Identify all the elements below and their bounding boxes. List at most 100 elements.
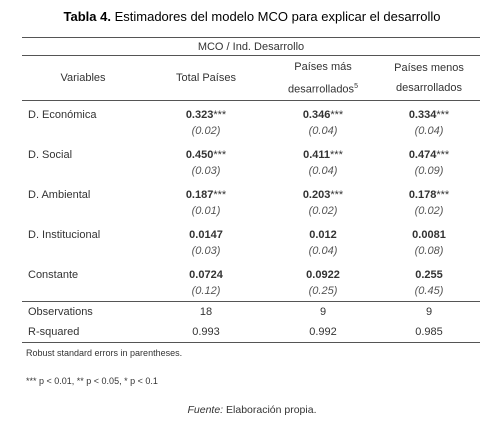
- coef: 0.0081: [412, 229, 446, 241]
- se-cell: (0.25): [308, 285, 338, 297]
- stat-label: R-squared: [28, 326, 80, 338]
- se-cell: (0.08): [414, 245, 444, 257]
- stat-row: Observations 18 9 9: [22, 301, 480, 323]
- stars: ***: [330, 149, 343, 161]
- coef-cell: 0.178***: [378, 181, 480, 201]
- stars: ***: [213, 189, 227, 201]
- column-header: Países menos desarrollados: [378, 56, 480, 101]
- coef: 0.474: [408, 149, 437, 161]
- coef-row: D. Ambiental 0.187*** 0.203*** 0.178***: [22, 181, 480, 201]
- stat-value: 0.985: [415, 326, 443, 338]
- stat-value: 0.992: [309, 326, 337, 338]
- stars: ***: [330, 189, 344, 201]
- spacer: [22, 241, 144, 261]
- footnote-marker: 5: [354, 82, 358, 90]
- note: *** p < 0.01, ** p < 0.05, * p < 0.1: [26, 376, 158, 386]
- row-label: D. Económica: [28, 109, 97, 121]
- title: Tabla 4. Estimadores del modelo MCO para…: [0, 9, 504, 24]
- coef: 0.411: [303, 149, 331, 161]
- coef-cell: 0.334***: [378, 101, 480, 121]
- coef: 0.0147: [189, 229, 223, 241]
- coef: 0.203: [302, 189, 331, 201]
- stars: ***: [436, 149, 450, 161]
- se-cell: (0.04): [308, 125, 338, 137]
- stat-value: 9: [319, 306, 327, 318]
- spacer: [22, 121, 144, 141]
- row-label: D. Ambiental: [28, 189, 91, 201]
- se-cell: (0.03): [191, 245, 221, 257]
- se-cell: (0.02): [191, 125, 221, 137]
- stat-value: 0.993: [192, 326, 220, 338]
- se-row: (0.02) (0.04) (0.04): [22, 121, 480, 141]
- row-label: D. Social: [28, 149, 73, 161]
- se-cell: (0.04): [414, 125, 444, 137]
- notes: Robust standard errors in parentheses. *…: [26, 348, 182, 404]
- coef: 0.346: [302, 109, 331, 121]
- stars: ***: [213, 109, 227, 121]
- column-header-text: Países menos desarrollados: [394, 62, 464, 94]
- coef-cell: 0.255: [378, 261, 480, 281]
- stars: ***: [213, 149, 227, 161]
- coef-cell: 0.450***: [144, 141, 268, 161]
- se-row: (0.03) (0.04) (0.08): [22, 241, 480, 261]
- coef: 0.187: [185, 189, 214, 201]
- se-cell: (0.04): [308, 245, 338, 257]
- coef-cell: 0.411***: [268, 141, 378, 161]
- coef: 0.178: [408, 189, 437, 201]
- se-row: (0.03) (0.04) (0.09): [22, 161, 480, 181]
- stars: ***: [436, 109, 450, 121]
- coef-row: D. Económica 0.323*** 0.346*** 0.334***: [22, 101, 480, 121]
- stat-label: Observations: [28, 306, 93, 318]
- coef: 0.0922: [306, 269, 340, 281]
- title-text: Estimadores del modelo MCO para explicar…: [114, 9, 441, 24]
- table: MCO / Ind. Desarrollo Variables Total Paí…: [22, 37, 480, 343]
- coef-cell: 0.012: [268, 221, 378, 241]
- row-label: D. Institucional: [28, 229, 101, 241]
- coef-row: D. Institucional 0.0147 0.012 0.0081: [22, 221, 480, 241]
- column-header: Países más desarrollados5: [268, 56, 378, 101]
- coef: 0.323: [185, 109, 214, 121]
- column-header-text: Países más desarrollados: [288, 60, 355, 96]
- coef: 0.450: [185, 149, 214, 161]
- spacer: [22, 281, 144, 302]
- stat-value: 9: [425, 306, 433, 318]
- spacer: [22, 201, 144, 221]
- se-cell: (0.02): [414, 205, 444, 217]
- coef-cell: 0.0922: [268, 261, 378, 281]
- coef: 0.012: [309, 229, 337, 241]
- se-cell: (0.04): [308, 165, 338, 177]
- se-cell: (0.02): [308, 205, 338, 217]
- column-header-text: Total Países: [176, 72, 236, 84]
- se-row: (0.12) (0.25) (0.45): [22, 281, 480, 302]
- coef-cell: 0.346***: [268, 101, 378, 121]
- coef-cell: 0.0081: [378, 221, 480, 241]
- coef: 0.255: [415, 269, 443, 281]
- se-cell: (0.45): [414, 285, 444, 297]
- source-text: Elaboración propia.: [226, 404, 317, 416]
- coef-cell: 0.187***: [144, 181, 268, 201]
- coef-cell: 0.0147: [144, 221, 268, 241]
- coef-cell: 0.203***: [268, 181, 378, 201]
- column-header: Total Países: [144, 56, 268, 101]
- coef: 0.0724: [189, 269, 223, 281]
- note: Robust standard errors in parentheses.: [26, 348, 183, 358]
- stat-value: 18: [199, 306, 213, 318]
- stars: ***: [436, 189, 450, 201]
- source: Fuente: Elaboración propia.: [0, 404, 504, 416]
- se-cell: (0.12): [191, 285, 221, 297]
- column-header: Variables: [22, 56, 144, 101]
- stat-row: R-squared 0.993 0.992 0.985: [22, 322, 480, 343]
- row-label: Constante: [28, 269, 79, 281]
- coef-cell: 0.0724: [144, 261, 268, 281]
- coef-cell: 0.474***: [378, 141, 480, 161]
- title-label: Tabla 4.: [63, 9, 111, 24]
- stars: ***: [330, 109, 344, 121]
- column-header-text: Variables: [60, 72, 106, 84]
- se-cell: (0.01): [191, 205, 221, 217]
- spacer: [22, 161, 144, 181]
- se-cell: (0.03): [191, 165, 221, 177]
- coef-row: Constante 0.0724 0.0922 0.255: [22, 261, 480, 281]
- se-cell: (0.09): [414, 165, 444, 177]
